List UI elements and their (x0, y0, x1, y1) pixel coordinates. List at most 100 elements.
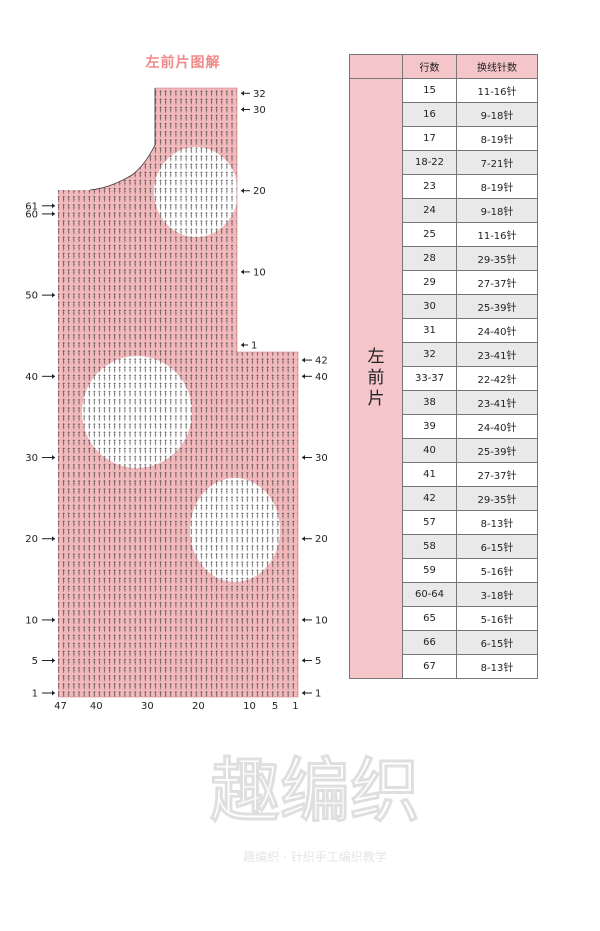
table-row: 18-22 7-21针 (350, 150, 538, 175)
table-row: 33-37 22-42针 (350, 366, 538, 391)
row-range-cell: 32 (402, 342, 457, 367)
watermark-logo: 趣编织 (209, 749, 422, 834)
stitch-label-bottom: 1 (292, 701, 298, 712)
row-label-left: 60 (25, 209, 38, 220)
row-range-cell: 66 (402, 630, 457, 655)
row-arrow-left-head (52, 455, 55, 461)
row-label-right: 1 (315, 689, 321, 700)
row-label-right: 5 (315, 656, 321, 667)
row-arrow-left-head (52, 690, 55, 696)
stitch-range-cell: 9-18针 (456, 102, 538, 127)
table-row: 60-64 3-18针 (350, 582, 538, 607)
row-range-cell: 31 (402, 318, 457, 343)
page-title: 左前片图解 (145, 55, 221, 71)
row-arrow-right-upper-head (241, 342, 244, 348)
row-arrow-left-head (52, 211, 55, 217)
stitch-range-cell: 22-42针 (456, 366, 538, 391)
stitch-label-bottom: 30 (141, 701, 154, 712)
stitch-range-cell: 8-19针 (456, 126, 538, 151)
row-arrow-right-head (302, 658, 305, 664)
table-row: 58 6-15针 (350, 534, 538, 559)
row-range-cell: 41 (402, 462, 457, 487)
stitch-range-cell: 11-16针 (456, 222, 538, 247)
stitch-grid (58, 88, 298, 697)
row-arrow-right-upper-head (241, 269, 244, 275)
row-range-cell: 67 (402, 654, 457, 679)
header-rows: 行数 (402, 54, 457, 79)
row-label-left: 20 (25, 534, 38, 545)
row-label-right: 40 (315, 372, 328, 383)
row-range-cell: 23 (402, 174, 457, 199)
stitch-range-cell: 8-13针 (456, 654, 538, 679)
row-range-cell: 16 (402, 102, 457, 127)
row-label-right: 20 (315, 534, 328, 545)
table-row: 16 9-18针 (350, 102, 538, 127)
row-range-cell: 33-37 (402, 366, 457, 391)
row-arrow-left-head (52, 292, 55, 298)
row-arrow-left-head (52, 373, 55, 379)
row-label-right: 42 (315, 356, 328, 367)
row-label-right-upper: 10 (253, 267, 266, 278)
stitch-range-cell: 24-40针 (456, 318, 538, 343)
table-row: 28 29-35针 (350, 246, 538, 271)
stitch-range-cell: 27-37针 (456, 462, 538, 487)
table-row: 左前片 15 11-16针 (349, 78, 538, 679)
row-range-cell: 25 (402, 222, 457, 247)
row-label-left: 61 (25, 201, 38, 212)
row-arrow-right-upper-head (241, 188, 244, 194)
row-arrow-left-head (52, 536, 55, 542)
stitch-range-cell: 5-16针 (456, 606, 538, 631)
row-range-cell: 42 (402, 486, 457, 511)
neck-curve (89, 88, 156, 191)
table-row: 65 5-16针 (350, 606, 538, 631)
row-label-left: 50 (25, 291, 38, 302)
stitch-label-bottom: 40 (90, 701, 103, 712)
stitch-range-cell: 6-15针 (456, 534, 538, 559)
row-range-cell: 17 (402, 126, 457, 151)
row-range-cell: 65 (402, 606, 457, 631)
table-row: 17 8-19针 (350, 126, 538, 151)
svg-text:趣编织: 趣编织 (210, 750, 420, 832)
row-arrow-right-head (302, 617, 305, 623)
stitch-label-bottom: 20 (192, 701, 205, 712)
stitch-label-bottom: 47 (54, 701, 67, 712)
table-row: 38 23-41针 (350, 390, 538, 415)
row-label-right-upper: 30 (253, 105, 266, 116)
watermark-text: 趣编织 · 针织手工编织教学 (243, 850, 387, 864)
stitch-range-cell: 24-40针 (456, 414, 538, 439)
stitch-label-bottom: 10 (243, 701, 256, 712)
row-label-right-upper: 32 (253, 89, 266, 100)
table-row: 66 6-15针 (350, 630, 538, 655)
row-arrow-right-upper-head (241, 90, 244, 96)
table-row: 23 8-19针 (350, 174, 538, 199)
color-change-table: 行数 换线针数 左前片 15 11-16针 16 9-18针 17 8-19针 18-22 7-… (349, 54, 538, 679)
table-row: 67 8-13针 (350, 654, 538, 679)
row-arrow-right-head (302, 690, 305, 696)
row-label-left: 10 (25, 615, 38, 626)
row-label-left: 1 (32, 689, 38, 700)
row-range-cell: 58 (402, 534, 457, 559)
row-range-cell: 28 (402, 246, 457, 271)
row-range-cell: 40 (402, 438, 457, 463)
header-stitches: 换线针数 (456, 54, 538, 79)
row-range-cell: 60-64 (402, 582, 457, 607)
row-arrow-left-head (52, 617, 55, 623)
table-corner (349, 54, 403, 79)
row-label-right: 10 (315, 615, 328, 626)
row-label-right-upper: 20 (253, 186, 266, 197)
row-range-cell: 30 (402, 294, 457, 319)
chart-outline (58, 87, 299, 698)
row-arrow-right-head (302, 455, 305, 461)
row-arrow-left-head (52, 203, 55, 209)
row-label-left: 5 (32, 656, 38, 667)
row-arrow-right-head (302, 536, 305, 542)
row-label-left: 40 (25, 372, 38, 383)
stitch-range-cell: 25-39针 (456, 438, 538, 463)
row-label-right-upper: 1 (251, 341, 257, 352)
stitch-range-cell: 29-35针 (456, 486, 538, 511)
table-row: 24 9-18针 (350, 198, 538, 223)
row-arrow-right-head (302, 357, 305, 363)
stitch-range-cell: 23-41针 (456, 342, 538, 367)
row-arrow-right-head (302, 373, 305, 379)
